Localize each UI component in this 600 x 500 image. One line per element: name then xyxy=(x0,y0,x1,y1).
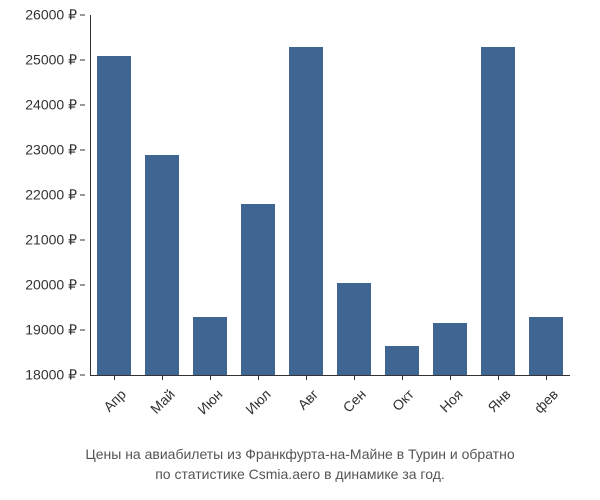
y-tick-label: 19000 ₽ xyxy=(25,322,77,339)
x-tick-mark xyxy=(498,375,499,380)
x-tick-label: Авг xyxy=(295,386,322,413)
x-tick-mark xyxy=(354,375,355,380)
x-tick-mark xyxy=(258,375,259,380)
x-tick-mark xyxy=(306,375,307,380)
y-tick-mark xyxy=(80,240,85,241)
y-tick-mark xyxy=(80,285,85,286)
y-tick-mark xyxy=(80,330,85,331)
x-tick-mark xyxy=(162,375,163,380)
bar xyxy=(433,323,468,375)
bar xyxy=(289,47,324,376)
x-tick-label: фев xyxy=(531,386,561,416)
y-tick-label: 21000 ₽ xyxy=(25,232,77,249)
bar xyxy=(529,317,564,376)
y-tick-mark xyxy=(80,195,85,196)
bar xyxy=(481,47,516,376)
x-tick-label: Апр xyxy=(101,386,130,415)
x-tick-mark xyxy=(210,375,211,380)
y-tick-mark xyxy=(80,105,85,106)
y-tick-label: 20000 ₽ xyxy=(25,277,77,294)
y-tick-mark xyxy=(80,15,85,16)
x-tick-mark xyxy=(402,375,403,380)
y-tick-label: 22000 ₽ xyxy=(25,187,77,204)
y-tick-label: 26000 ₽ xyxy=(25,7,77,24)
x-tick-mark xyxy=(546,375,547,380)
bar xyxy=(337,283,372,375)
x-tick-label: Янв xyxy=(484,386,513,415)
bar xyxy=(385,346,420,375)
x-tick-label: Май xyxy=(147,386,178,417)
price-chart: 18000 ₽ 19000 ₽ 20000 ₽ 21000 ₽ 22000 ₽ 23000… xyxy=(0,0,600,500)
bar xyxy=(241,204,276,375)
bar xyxy=(145,155,180,376)
x-tick-label: Окт xyxy=(389,386,417,414)
x-tick-label: Июл xyxy=(242,386,273,417)
y-tick-label: 18000 ₽ xyxy=(25,367,77,384)
y-tick-mark xyxy=(80,60,85,61)
bar xyxy=(193,317,228,376)
y-axis: 18000 ₽19000 ₽20000 ₽21000 ₽22000 ₽23000… xyxy=(0,15,85,375)
plot-area xyxy=(90,15,570,375)
x-axis-labels: Апр Май Июн Июл Авг Сен Окт Ноя Янвфев xyxy=(90,382,570,432)
y-tick-mark xyxy=(80,150,85,151)
bars-group xyxy=(90,15,570,375)
x-tick-label: Сен xyxy=(340,386,369,415)
bar xyxy=(97,56,132,376)
x-tick-label: Июн xyxy=(194,386,225,417)
y-tick-label: 23000 ₽ xyxy=(25,142,77,159)
x-tick-mark xyxy=(450,375,451,380)
y-tick-label: 25000 ₽ xyxy=(25,52,77,69)
x-tick-mark xyxy=(114,375,115,380)
y-tick-label: 24000 ₽ xyxy=(25,97,77,114)
caption-line-2: по статистике Csmia.aero в динамике за г… xyxy=(0,466,600,482)
x-tick-label: Ноя xyxy=(436,386,465,415)
y-tick-mark xyxy=(80,375,85,376)
caption-line-1: Цены на авиабилеты из Франкфурта-на-Майн… xyxy=(0,446,600,462)
